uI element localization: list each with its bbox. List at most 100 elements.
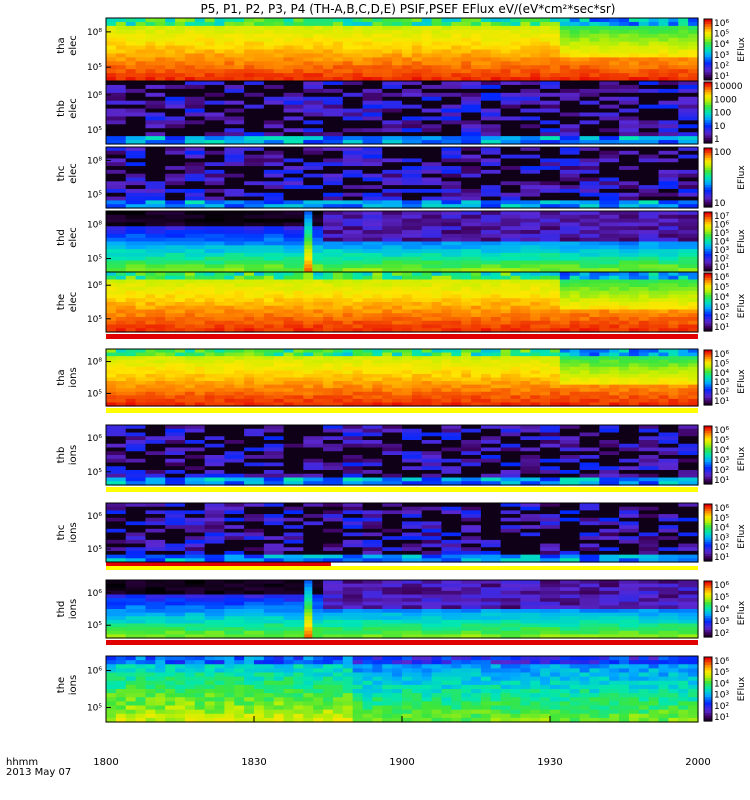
spectrogram-cell bbox=[214, 21, 225, 27]
spectrogram-cell bbox=[411, 402, 423, 407]
spectrogram-cell bbox=[658, 49, 669, 55]
spectrogram-cell bbox=[678, 222, 699, 227]
spectrogram-cell bbox=[520, 252, 541, 258]
spectrogram-cell bbox=[283, 233, 304, 239]
spectrogram-cell bbox=[323, 477, 344, 482]
spectrogram-cell bbox=[313, 33, 324, 39]
spectrogram-cell bbox=[688, 73, 699, 78]
spectrogram-cell bbox=[165, 204, 186, 209]
spectrogram-cell bbox=[451, 305, 462, 311]
spectrogram-cell bbox=[421, 18, 433, 23]
spectrogram-cell bbox=[540, 363, 551, 368]
spectrogram-cell bbox=[194, 402, 206, 407]
spectrogram-cell bbox=[510, 279, 521, 284]
spectrogram-cell bbox=[411, 77, 423, 82]
spectrogram-cell bbox=[490, 45, 502, 51]
spectrogram-cell bbox=[500, 162, 521, 167]
spectrogram-cell bbox=[579, 287, 591, 292]
colorbar-tick-label: 10¹ bbox=[714, 263, 729, 273]
spectrogram-cell bbox=[106, 377, 117, 382]
spectrogram-cell bbox=[313, 320, 324, 326]
spectrogram-cell bbox=[184, 264, 206, 269]
spectrogram-cell bbox=[362, 147, 383, 152]
spectrogram-cell bbox=[382, 37, 393, 43]
spectrogram-cell bbox=[559, 92, 581, 98]
spectrogram-cell bbox=[490, 29, 502, 35]
spectrogram-cell bbox=[619, 192, 640, 198]
colorbar-segment bbox=[704, 26, 712, 30]
colorbar-segment bbox=[704, 248, 712, 252]
spectrogram-cell bbox=[224, 88, 245, 94]
spectrogram-cell bbox=[638, 222, 660, 227]
spectrogram-cell bbox=[638, 391, 650, 396]
spectrogram-cell bbox=[155, 77, 166, 82]
spectrogram-cell bbox=[619, 287, 630, 292]
spectrogram-cell bbox=[184, 226, 206, 231]
spectrogram-cell bbox=[106, 264, 127, 269]
spectrogram-cell bbox=[461, 279, 472, 284]
spectrogram-cell bbox=[392, 324, 403, 329]
spectrogram-cell bbox=[471, 45, 482, 51]
spectrogram-cell bbox=[362, 112, 383, 118]
spectrogram-cell bbox=[184, 140, 206, 145]
spectrogram-cell bbox=[648, 275, 660, 281]
spectrogram-cell bbox=[184, 214, 206, 220]
spectrogram-cell bbox=[125, 290, 137, 296]
spectrogram-cell bbox=[490, 33, 502, 39]
spectrogram-cell bbox=[303, 132, 324, 137]
spectrogram-cell bbox=[145, 436, 166, 441]
spectrogram-cell bbox=[224, 381, 235, 386]
spectrogram-cell bbox=[382, 352, 393, 357]
spectrogram-cell bbox=[244, 349, 255, 354]
spectrogram-cell bbox=[244, 249, 265, 254]
spectrogram-cell bbox=[254, 384, 265, 389]
spectrogram-cell bbox=[332, 356, 344, 361]
spectrogram-cell bbox=[165, 230, 186, 235]
spectrogram-cell bbox=[165, 313, 176, 318]
spectrogram-cell bbox=[461, 256, 482, 262]
spectrogram-cell bbox=[244, 455, 265, 460]
spectrogram-cell bbox=[313, 41, 324, 47]
spectrogram-cell bbox=[224, 57, 235, 62]
spectrogram-cell bbox=[382, 61, 393, 66]
spectrogram-cell bbox=[668, 61, 679, 66]
spectrogram-cell bbox=[125, 45, 137, 51]
spectrogram-cell bbox=[283, 73, 295, 78]
spectrogram-cell bbox=[165, 309, 176, 314]
spectrogram-cell bbox=[599, 384, 610, 389]
spectrogram-cell bbox=[658, 158, 679, 163]
spectrogram-cell bbox=[411, 384, 423, 389]
spectrogram-cell bbox=[244, 398, 255, 404]
spectrogram-cell bbox=[520, 88, 541, 94]
spectrogram-cell bbox=[431, 328, 443, 333]
spectrogram-cell bbox=[214, 381, 225, 386]
spectrogram-cell bbox=[579, 462, 600, 467]
spectrogram-cell bbox=[411, 272, 423, 277]
spectrogram-cell bbox=[214, 61, 225, 66]
spectrogram-cell bbox=[283, 481, 304, 486]
spectrogram-cell bbox=[658, 366, 669, 371]
spectrogram-cell bbox=[204, 294, 216, 299]
spectrogram-cell bbox=[441, 226, 462, 231]
spectrogram-cell bbox=[204, 237, 225, 243]
spectrogram-cell bbox=[303, 298, 314, 303]
spectrogram-cell bbox=[550, 33, 561, 39]
spectrogram-cell bbox=[283, 432, 304, 437]
spectrogram-cell bbox=[362, 21, 373, 27]
spectrogram-cell bbox=[500, 204, 521, 209]
spectrogram-cell bbox=[135, 313, 147, 318]
spectrogram-cell bbox=[619, 313, 630, 318]
colorbar-tick-label: 100 bbox=[714, 109, 731, 119]
spectrogram-cell bbox=[293, 69, 304, 74]
spectrogram-cell bbox=[431, 381, 443, 386]
spectrogram-cell bbox=[490, 290, 502, 296]
panel-frame bbox=[105, 80, 699, 145]
spectrogram-cell bbox=[550, 402, 561, 407]
spectrogram-cell bbox=[214, 402, 225, 407]
spectrogram-cell bbox=[609, 57, 620, 62]
spectrogram-cell bbox=[273, 49, 285, 55]
spectrogram-cell bbox=[165, 108, 186, 114]
spectrogram-cell bbox=[500, 481, 521, 486]
colorbar-segment bbox=[704, 352, 712, 356]
